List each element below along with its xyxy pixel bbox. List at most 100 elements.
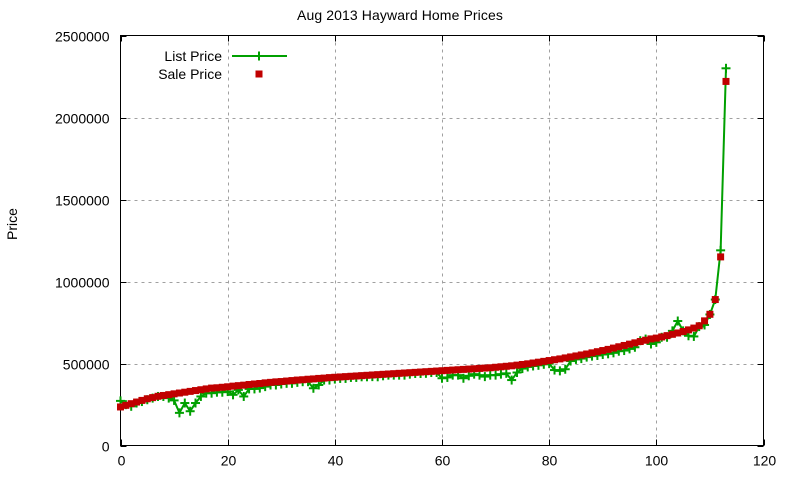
legend-label-list-price: List Price <box>164 48 222 64</box>
data-point-marker-square <box>449 366 457 374</box>
data-point-marker-square <box>363 371 371 379</box>
data-point-marker-cross <box>228 390 238 400</box>
data-point-marker-cross <box>560 364 570 374</box>
x-tick-label: 100 <box>645 453 669 469</box>
data-point-marker-square <box>255 70 263 78</box>
data-point-marker-cross <box>673 316 683 326</box>
data-point-marker-square <box>476 364 484 372</box>
data-point-marker-square <box>127 400 135 408</box>
data-point-marker-square <box>175 389 183 397</box>
data-point-marker-cross <box>196 391 206 401</box>
data-point-marker-square <box>422 368 430 376</box>
data-point-marker-square <box>133 398 141 406</box>
data-point-marker-square <box>261 379 269 387</box>
data-point-marker-square <box>540 357 548 365</box>
data-point-marker-square <box>186 387 194 395</box>
x-tick-label: 40 <box>328 453 344 469</box>
data-point-marker-square <box>663 332 671 340</box>
data-point-marker-square <box>652 334 660 342</box>
data-point-marker-square <box>695 322 703 330</box>
data-point-marker-square <box>170 390 178 398</box>
data-point-marker-square <box>309 375 317 383</box>
data-point-marker-square <box>325 374 333 382</box>
data-point-marker-square <box>583 350 591 358</box>
data-point-marker-square <box>674 329 682 337</box>
data-point-marker-square <box>304 375 312 383</box>
data-point-marker-square <box>658 333 666 341</box>
data-point-marker-cross <box>254 51 264 61</box>
data-point-marker-square <box>561 354 569 362</box>
data-point-marker-square <box>567 353 575 361</box>
data-point-marker-square <box>588 349 596 357</box>
legend-label-sale-price: Sale Price <box>158 66 222 82</box>
data-point-marker-square <box>336 373 344 381</box>
y-tick-label: 2000000 <box>55 111 110 127</box>
data-point-marker-square <box>331 373 339 381</box>
data-point-marker-square <box>143 395 151 403</box>
data-point-marker-square <box>502 362 510 370</box>
data-point-marker-square <box>352 372 360 380</box>
data-point-marker-square <box>706 310 714 318</box>
data-point-marker-cross <box>314 380 324 390</box>
data-point-marker-square <box>117 403 124 411</box>
x-tick-label: 60 <box>435 453 451 469</box>
data-point-marker-square <box>513 361 521 369</box>
data-point-marker-square <box>668 330 676 338</box>
data-point-marker-square <box>406 369 414 377</box>
data-point-marker-cross <box>689 331 699 341</box>
data-point-marker-square <box>293 376 301 384</box>
y-tick-labels-group: 0 500000 1000000 1500000 2000000 2500000 <box>55 29 110 455</box>
data-point-marker-square <box>722 77 730 85</box>
data-point-marker-square <box>417 368 425 376</box>
gridlines-group <box>120 35 764 446</box>
data-point-marker-square <box>181 388 189 396</box>
y-tick-label: 1500000 <box>55 193 110 209</box>
x-tick-label: 0 <box>118 453 126 469</box>
data-point-marker-square <box>642 336 650 344</box>
data-point-marker-square <box>272 378 280 386</box>
data-point-marker-square <box>368 371 376 379</box>
data-point-marker-square <box>711 296 719 304</box>
data-point-marker-cross <box>174 408 184 418</box>
data-point-marker-square <box>717 253 725 261</box>
y-tick-label: 1000000 <box>55 275 110 291</box>
data-point-marker-square <box>609 344 617 352</box>
data-point-marker-square <box>427 367 435 375</box>
data-point-marker-square <box>213 384 221 392</box>
data-point-marker-square <box>604 345 612 353</box>
plot-border <box>120 35 764 446</box>
data-point-marker-square <box>283 377 291 385</box>
data-point-marker-square <box>647 335 655 343</box>
data-point-marker-square <box>497 363 505 371</box>
data-point-marker-square <box>690 324 698 332</box>
data-point-marker-square <box>159 391 167 399</box>
data-point-marker-square <box>267 378 275 386</box>
data-point-marker-square <box>250 380 258 388</box>
data-point-marker-square <box>202 385 210 393</box>
data-point-marker-square <box>208 384 216 392</box>
data-point-marker-square <box>240 381 248 389</box>
data-point-marker-cross <box>180 398 190 408</box>
data-point-marker-cross <box>475 370 485 380</box>
data-point-marker-square <box>577 351 585 359</box>
x-tick-label: 120 <box>753 453 777 469</box>
data-point-marker-cross <box>239 391 249 401</box>
data-point-marker-square <box>465 365 473 373</box>
data-point-marker-square <box>342 373 350 381</box>
data-point-marker-cross <box>442 372 452 382</box>
data-point-marker-square <box>679 328 687 336</box>
y-tick-label: 0 <box>102 439 110 455</box>
data-point-marker-square <box>620 341 628 349</box>
data-point-marker-square <box>684 326 692 334</box>
axis-ticks-group <box>120 35 765 447</box>
data-point-marker-square <box>556 355 564 363</box>
data-point-marker-square <box>411 368 419 376</box>
data-point-marker-cross <box>501 368 511 378</box>
data-point-marker-square <box>534 358 542 366</box>
x-tick-labels-group: 0 20 40 60 80 100 120 <box>118 453 777 469</box>
data-point-marker-square <box>459 365 467 373</box>
data-point-marker-square <box>165 391 173 399</box>
y-tick-label: 2500000 <box>55 29 110 45</box>
